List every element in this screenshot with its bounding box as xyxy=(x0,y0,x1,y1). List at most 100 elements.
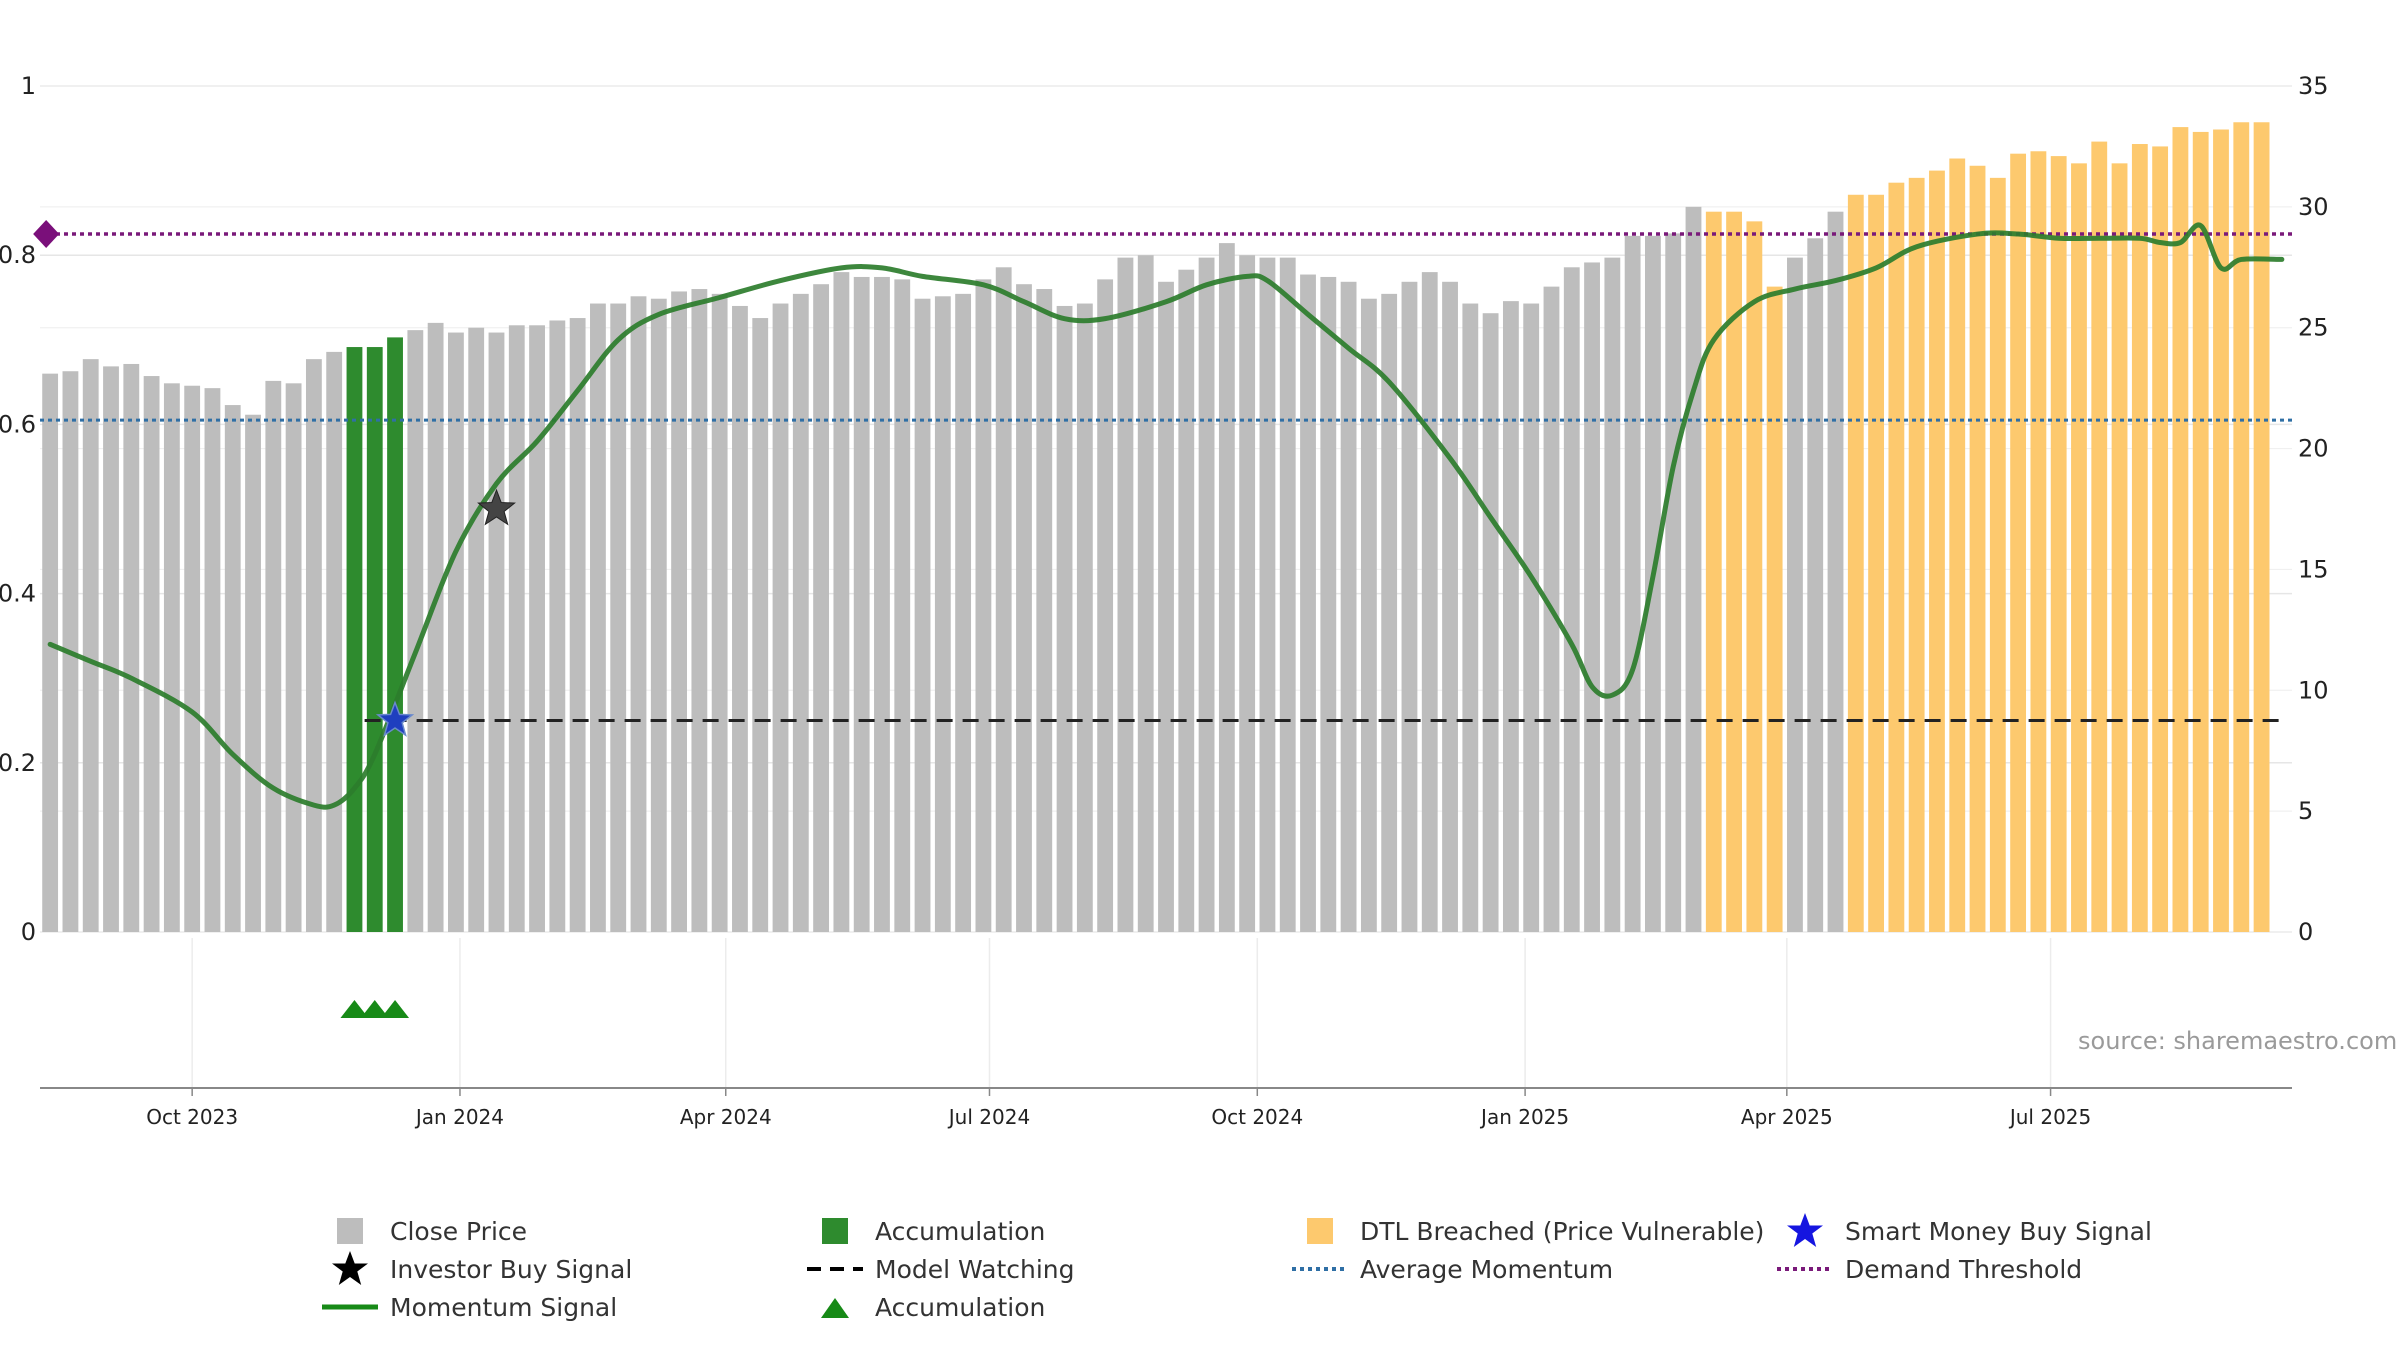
legend-smart-money[interactable]: Smart Money Buy Signal xyxy=(1775,1212,2152,1250)
y-right-tick-label: 10 xyxy=(2298,676,2329,704)
close-price-bar xyxy=(447,332,464,932)
close-price-bar xyxy=(1016,284,1032,933)
close-price-bar xyxy=(1685,206,1702,932)
close-price-bar xyxy=(792,293,809,933)
legend-momentum-signal[interactable]: Momentum Signal xyxy=(320,1288,617,1326)
close-price-bar xyxy=(1584,262,1600,932)
close-price-bar xyxy=(1056,305,1073,933)
dotted-blue-line-icon xyxy=(1290,1250,1350,1288)
legend-label: Accumulation xyxy=(875,1216,1046,1246)
close-price-bar xyxy=(1523,303,1540,932)
close-price-bar xyxy=(732,305,748,933)
dtl-breached-bar xyxy=(2152,146,2169,932)
close-price-bar xyxy=(1340,281,1357,932)
close-price-bar xyxy=(1097,279,1114,932)
legend-investor-buy[interactable]: Investor Buy Signal xyxy=(320,1250,632,1288)
close-price-bar xyxy=(326,351,343,932)
close-price-bar xyxy=(407,330,424,932)
legend-average-momentum[interactable]: Average Momentum xyxy=(1290,1250,1613,1288)
legend-accumulation-triangle[interactable]: Accumulation xyxy=(805,1288,1045,1326)
close-price-bar xyxy=(1381,293,1398,933)
accumulation-triangle xyxy=(381,1000,410,1018)
bars-layer xyxy=(42,122,2270,933)
close-price-bar xyxy=(305,359,322,932)
x-tick-label: Jul 2024 xyxy=(947,1105,1030,1129)
x-tick-label: Jul 2025 xyxy=(2008,1105,2091,1129)
x-tick-label: Apr 2024 xyxy=(680,1105,772,1129)
markers-layer xyxy=(33,220,516,1018)
close-price-bar xyxy=(934,296,951,932)
close-price-bar xyxy=(630,296,647,932)
legend-dtl-breached[interactable]: DTL Breached (Price Vulnerable) xyxy=(1290,1212,1764,1250)
legend-demand-threshold[interactable]: Demand Threshold xyxy=(1775,1250,2082,1288)
dtl-breached-bar xyxy=(2071,163,2087,932)
close-price-bar xyxy=(1198,257,1215,932)
y-left-tick-label: 0 xyxy=(21,918,36,946)
demand-threshold-diamond xyxy=(33,220,60,249)
close-price-bar xyxy=(204,388,221,933)
close-price-bar xyxy=(691,289,708,932)
dtl-breached-bar xyxy=(1969,165,1986,932)
close-price-bar xyxy=(1158,281,1174,932)
accumulation-triangle xyxy=(360,1000,389,1018)
dtl-breached-bar xyxy=(1746,221,1763,933)
close-price-bar xyxy=(813,284,830,933)
y-right-tick-label: 20 xyxy=(2298,435,2329,463)
dotted-purple-line-icon xyxy=(1775,1250,1835,1288)
close-price-bar xyxy=(1442,281,1458,932)
legend-label: Average Momentum xyxy=(1360,1254,1614,1284)
close-price-bar xyxy=(468,327,485,932)
y-left-tick-label: 0.4 xyxy=(0,580,36,608)
y-right-tick-label: 5 xyxy=(2298,797,2313,825)
close-price-bar xyxy=(549,320,566,932)
close-price-bar xyxy=(1787,257,1803,932)
x-tick-label: Jan 2024 xyxy=(414,1105,504,1129)
close-price-bar xyxy=(1604,257,1621,932)
dtl-breached-bar xyxy=(2213,129,2229,933)
legend-label: Demand Threshold xyxy=(1845,1254,2083,1284)
close-price-bar xyxy=(143,376,160,932)
close-price-bar xyxy=(752,318,769,932)
legend-close-price[interactable]: Close Price xyxy=(320,1212,527,1250)
legend-label: Investor Buy Signal xyxy=(390,1254,633,1284)
close-price-bar xyxy=(1665,233,1682,933)
close-price-bar xyxy=(1259,257,1276,932)
close-price-bar xyxy=(833,272,850,932)
x-tick-label: Oct 2024 xyxy=(1211,1105,1303,1129)
close-price-bar xyxy=(1401,281,1418,932)
y-left-tick-label: 0.2 xyxy=(0,749,36,777)
close-price-bar xyxy=(224,405,241,932)
y-right-tick-label: 35 xyxy=(2298,72,2329,100)
dashed-line-icon xyxy=(805,1250,865,1288)
close-price-bar xyxy=(853,276,870,932)
dtl-breached-bar xyxy=(2172,127,2189,932)
dtl-breached-bar xyxy=(1929,170,1945,933)
close-price-bar xyxy=(82,359,99,932)
close-price-bar xyxy=(1279,257,1296,932)
close-price-bar xyxy=(245,414,261,932)
dtl-breached-bar xyxy=(1868,194,1885,932)
legend-model-watching[interactable]: Model Watching xyxy=(805,1250,1075,1288)
investor-buy-star xyxy=(477,488,516,526)
dtl-breached-bar xyxy=(2131,144,2148,933)
dtl-breached-bar xyxy=(1908,177,1925,932)
close-price-bar xyxy=(285,383,302,932)
dtl-breached-bar xyxy=(2010,153,2027,932)
close-price-bar xyxy=(1300,274,1316,933)
close-price-bar xyxy=(1807,238,1824,932)
y-right-tick-label: 0 xyxy=(2298,918,2313,946)
dtl-swatch-icon xyxy=(1290,1212,1350,1250)
legend-accumulation-bar[interactable]: Accumulation xyxy=(805,1212,1045,1250)
legend-label: Model Watching xyxy=(875,1254,1075,1284)
close-price-bar xyxy=(508,325,525,933)
x-tick-label: Oct 2023 xyxy=(146,1105,238,1129)
close-price-bar xyxy=(569,318,586,932)
close-price-bar xyxy=(1218,243,1235,933)
close-price-bar xyxy=(1117,257,1134,932)
close-price-bar xyxy=(488,332,505,932)
source-credit: source: sharemaestro.com xyxy=(2078,1027,2397,1055)
green-line-icon xyxy=(320,1288,380,1326)
close-price-bar xyxy=(1178,269,1195,932)
y-left-tick-label: 0.8 xyxy=(0,241,36,269)
